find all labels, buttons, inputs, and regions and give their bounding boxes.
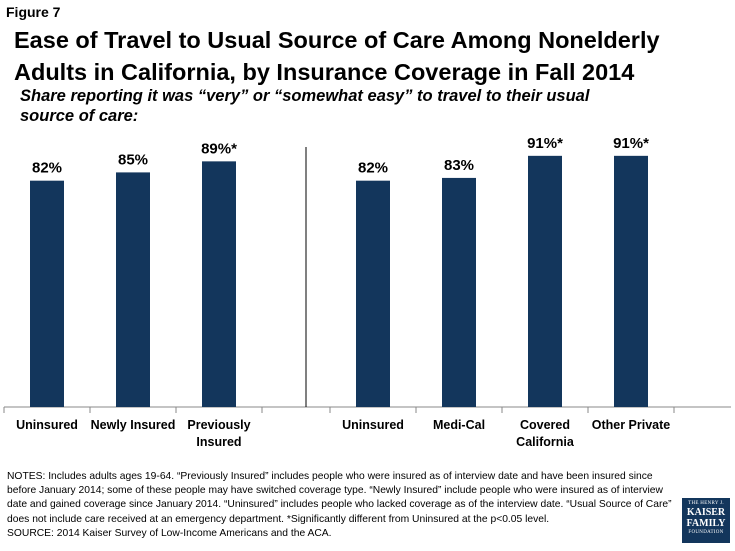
category-label: California [516, 435, 575, 449]
notes-text: NOTES: Includes adults ages 19-64. “Prev… [7, 471, 672, 525]
data-label: 82% [358, 160, 388, 177]
logo-line-1: THE HENRY J. [688, 501, 724, 506]
data-label: 89%* [201, 140, 237, 157]
bar-chart: 82% Uninsured 85% Newly Insured 89%* Previous… [3, 135, 731, 449]
logo-line-3: FAMILY [686, 518, 726, 529]
category-label: Covered [520, 418, 570, 432]
category-label: Uninsured [342, 418, 404, 432]
category-label: Newly Insured [91, 418, 176, 432]
logo-line-2: KAISER [686, 507, 726, 518]
data-label: 85% [118, 151, 148, 168]
category-label: Insured [196, 435, 241, 449]
data-label: 82% [32, 160, 62, 177]
bar [356, 180, 390, 407]
data-label: 83% [444, 157, 474, 174]
chart-subtitle: Share reporting it was “very” or “somewh… [20, 87, 590, 125]
bar [442, 177, 476, 407]
source-text: SOURCE: 2014 Kaiser Survey of Low-Income… [7, 527, 332, 539]
kff-logo: THE HENRY J. KAISER FAMILY FOUNDATION [682, 498, 730, 543]
figure-label: Figure 7 [6, 4, 61, 20]
notes: NOTES: Includes adults ages 19-64. “Prev… [7, 470, 675, 541]
bar [614, 155, 648, 407]
bar [528, 155, 562, 407]
category-label: Other Private [592, 418, 671, 432]
category-label: Uninsured [16, 418, 78, 432]
data-label: 91%* [527, 135, 563, 152]
data-label: 91%* [613, 135, 649, 152]
category-label: Previously [187, 418, 250, 432]
category-label: Medi-Cal [433, 418, 485, 432]
logo-line-4: FOUNDATION [688, 530, 724, 535]
bar [202, 161, 236, 407]
bar [30, 180, 64, 407]
chart-title: Ease of Travel to Usual Source of Care A… [14, 27, 660, 85]
bar [116, 172, 150, 407]
